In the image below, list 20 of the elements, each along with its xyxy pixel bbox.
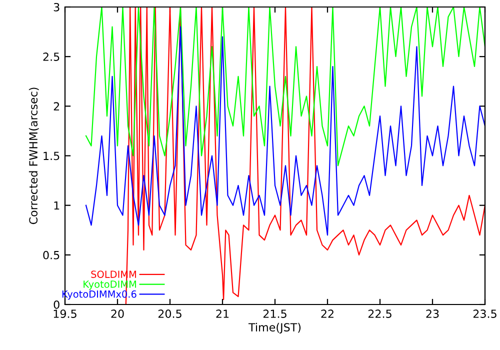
x-tick-label: 21.5 (263, 310, 286, 318)
y-tick-label: 3 (54, 2, 60, 12)
line-series (85, 7, 485, 166)
x-tick-label: 22.5 (368, 310, 392, 318)
y-tick-label: 2 (54, 102, 60, 110)
x-tick-label: 22 (321, 310, 334, 318)
x-axis-title: Time(JST) (248, 322, 301, 334)
x-tick-label: 23 (426, 310, 439, 318)
y-tick-label: 2.5 (43, 52, 60, 61)
x-tick-label: 20 (111, 310, 124, 318)
y-tick-label: 0 (54, 300, 60, 309)
y-tick-label: 0.5 (43, 250, 60, 260)
y-tick-label: 1 (54, 201, 60, 210)
y-axis-title: Corrected FWHM(arcsec) (28, 88, 39, 224)
x-tick-label: 20.5 (158, 310, 182, 318)
x-tick-label: 21 (216, 310, 229, 318)
x-tick-label: 19.5 (54, 310, 76, 318)
y-tick-label: 1.5 (44, 152, 60, 160)
line-series (85, 26, 485, 236)
x-tick-label: 23.5 (473, 310, 496, 318)
